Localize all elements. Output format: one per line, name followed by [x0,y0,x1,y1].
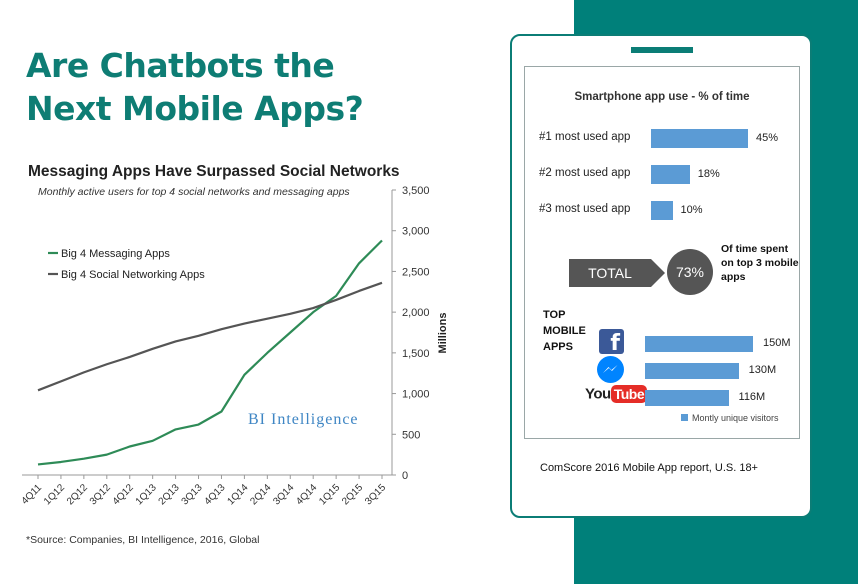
page-title: Are Chatbots the Next Mobile Apps? [26,44,386,130]
total-value-circle: 73% [667,249,713,295]
app-use-row: #2 most used app 18% [525,165,799,185]
app-use-bar [651,165,690,184]
legend-label: Big 4 Messaging Apps [61,248,170,260]
page-title-line-1: Are Chatbots the [26,46,335,85]
legend-swatch [681,414,688,421]
social-networking-apps-line [37,281,383,392]
x-tick-label: 2Q15 [340,482,365,507]
y-tick-label: 2,000 [402,307,430,319]
app-chart-legend: Montly unique visitors [681,413,779,423]
app-use-label: #1 most used app [539,131,631,143]
source-note: *Source: Companies, BI Intelligence, 201… [26,534,260,546]
app-use-value: 18% [697,168,720,180]
legend-label: Big 4 Social Networking Apps [61,269,205,281]
facebook-icon: f [599,329,624,354]
page-title-line-2: Next Mobile Apps? [26,89,364,128]
top-app-value: 116M [738,391,766,403]
x-tick-label: 1Q15 [317,482,342,507]
youtube-logo: You Tube [585,385,648,403]
app-use-label: #2 most used app [539,167,631,179]
phone-speaker [631,47,693,53]
line-chart: 0 500 1,000 1,500 2,000 2,500 3,000 3,500 Millio… [20,185,449,507]
total-arrow [651,259,665,287]
line-chart-subtitle: Monthly active users for top 4 social ne… [38,186,350,198]
y-tick-label: 1,000 [402,389,430,401]
x-tick-label: 4Q11 [20,482,45,507]
phone-frame: Smartphone app use - % of time #1 most u… [510,34,812,518]
x-tick-label: 3Q15 [363,482,388,507]
y-tick-label: 500 [402,429,420,441]
top-app-row: 130M [525,356,799,383]
x-tick-label: 3Q14 [271,482,296,507]
app-use-value: 45% [756,132,779,144]
top-app-bar [645,336,753,352]
line-chart-title: Messaging Apps Have Surpassed Social Net… [28,163,400,180]
y-tick-label: 1,500 [402,348,430,360]
x-tick-label: 3Q13 [180,482,205,507]
total-caption: Of time spent on top 3 mobile apps [721,243,799,283]
y-tick-label: 0 [402,470,408,482]
legend-label: Montly unique visitors [692,413,779,423]
app-use-bar [651,129,748,148]
phone-screen: Smartphone app use - % of time #1 most u… [524,66,800,439]
top-app-row: f 150M [525,329,799,356]
y-tick-label: 3,500 [402,185,430,197]
y-tick-label: 3,000 [402,226,430,238]
top-app-bar [645,390,729,406]
top-app-value: 130M [748,364,777,376]
x-tick-label: 2Q13 [157,482,182,507]
top-app-bar [645,363,739,379]
bi-intelligence-watermark: BI Intelligence [248,411,359,428]
app-use-row: #3 most used app 10% [525,201,799,221]
x-tick-label: 3Q12 [88,482,113,507]
app-use-bar [651,201,673,220]
app-use-chart-title: Smartphone app use - % of time [574,91,750,103]
top-app-row: You Tube 116M [525,385,799,410]
x-tick-label: 4Q13 [203,482,228,507]
app-use-value: 10% [680,204,703,216]
x-tick-label: 4Q14 [294,482,319,507]
x-tick-label: 2Q12 [65,482,90,507]
x-tick-label: 1Q12 [42,482,67,507]
y-tick-label: 2,500 [402,266,430,278]
app-use-label: #3 most used app [539,203,631,215]
y-axis-label: Millions [437,313,449,354]
app-use-row: #1 most used app 45% [525,129,799,149]
phone-footer-source: ComScore 2016 Mobile App report, U.S. 18… [540,462,758,474]
top-apps-label: TOP MOBILE APPS [543,309,586,353]
x-tick-label: 2Q14 [248,482,273,507]
top-app-value: 150M [763,337,791,349]
messenger-icon [597,356,624,383]
x-tick-label: 4Q12 [111,482,136,507]
x-tick-label: 1Q14 [225,482,250,507]
total-label: TOTAL [569,259,651,287]
x-tick-label: 1Q13 [134,482,159,507]
